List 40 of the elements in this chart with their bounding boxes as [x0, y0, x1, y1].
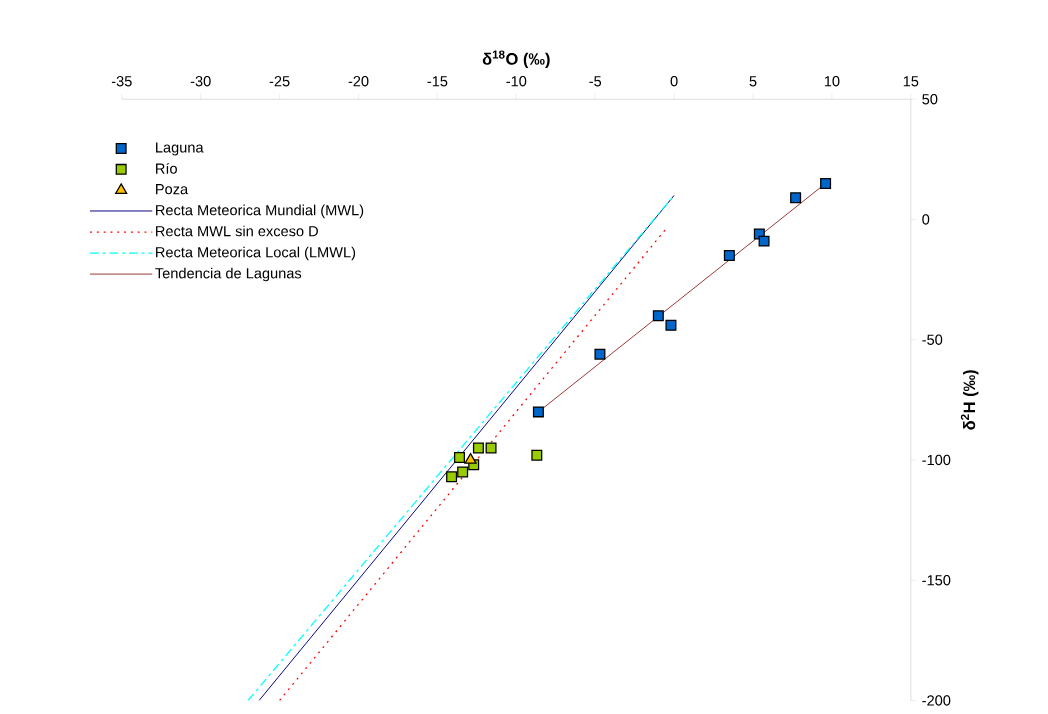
legend-label: Recta MWL sin exceso D	[156, 225, 318, 237]
point	[472, 442, 484, 454]
point	[594, 348, 606, 360]
x-tick-label: 10	[824, 76, 840, 87]
legend-label: Recta Meteorica Local (LMWL)	[156, 246, 356, 261]
x-tick-label: -20	[348, 76, 369, 87]
legend-label: Recta Meteorica Mundial (MWL)	[156, 204, 364, 219]
x-tick-label: 0	[670, 76, 678, 87]
y-tick-label: -200	[922, 695, 951, 706]
x-tick-label: -35	[111, 76, 132, 87]
legend-label: Río	[156, 162, 177, 174]
point	[454, 452, 465, 464]
x-tick-label: -30	[190, 76, 211, 87]
point	[665, 319, 677, 331]
x-tick-label: 5	[749, 76, 757, 87]
point	[723, 250, 735, 261]
x-tick-label: -15	[427, 76, 448, 87]
x-tick-label: 15	[903, 76, 919, 87]
point	[652, 310, 664, 322]
point	[820, 177, 832, 189]
y-tick-label: -50	[922, 334, 943, 345]
legend-label: Tendencia de Lagunas	[155, 267, 302, 282]
y-tick-label: 0	[922, 214, 930, 225]
point	[485, 442, 497, 454]
legend-label: Poza	[156, 184, 189, 195]
legend-label: Laguna	[156, 142, 204, 156]
point	[790, 192, 802, 204]
point	[758, 235, 770, 247]
y-tick-label: 50	[922, 94, 938, 105]
y-tick-label: -100	[922, 454, 951, 466]
point	[446, 471, 458, 483]
y-axis-title: δ$^{2}$H (‰)	[960, 370, 979, 430]
x-axis-title: δ$^{18}$O (‰)	[482, 50, 550, 69]
y-tick-label: -150	[922, 575, 951, 586]
x-tick-label: -25	[269, 76, 290, 87]
x-tick-label: -10	[506, 76, 527, 87]
x-tick-label: -5	[589, 76, 602, 87]
point	[531, 449, 543, 461]
point	[457, 466, 469, 478]
point	[532, 406, 544, 418]
